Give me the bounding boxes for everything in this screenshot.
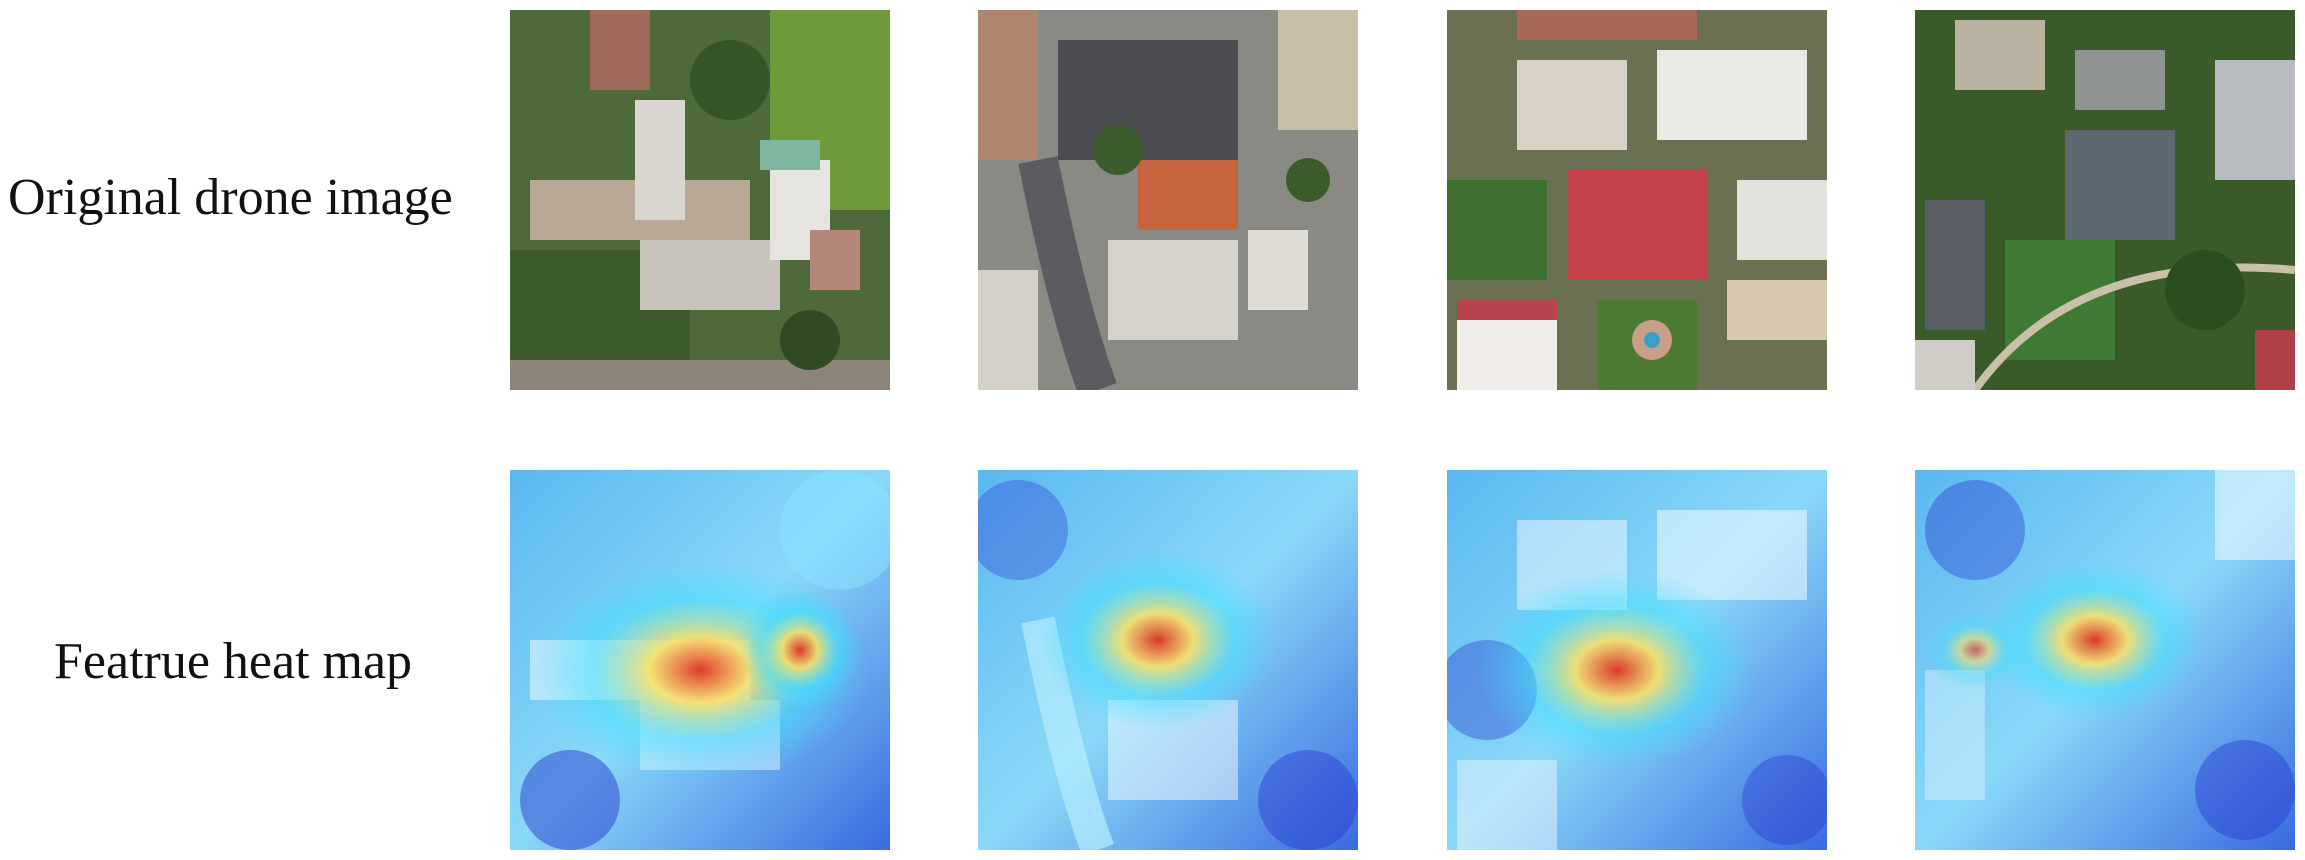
drone-image-3	[1447, 10, 1827, 390]
drone-image-4	[1915, 10, 2295, 390]
heat-map-2	[978, 470, 1358, 850]
drone-image-1	[510, 10, 890, 390]
heat-map-4	[1915, 470, 2295, 850]
heat-map-1	[510, 470, 890, 850]
row-label-original: Original drone image	[8, 169, 453, 226]
row-label-heatmap: Featrue heat map	[54, 633, 413, 690]
drone-image-2	[978, 10, 1358, 390]
heat-map-3	[1447, 470, 1827, 850]
